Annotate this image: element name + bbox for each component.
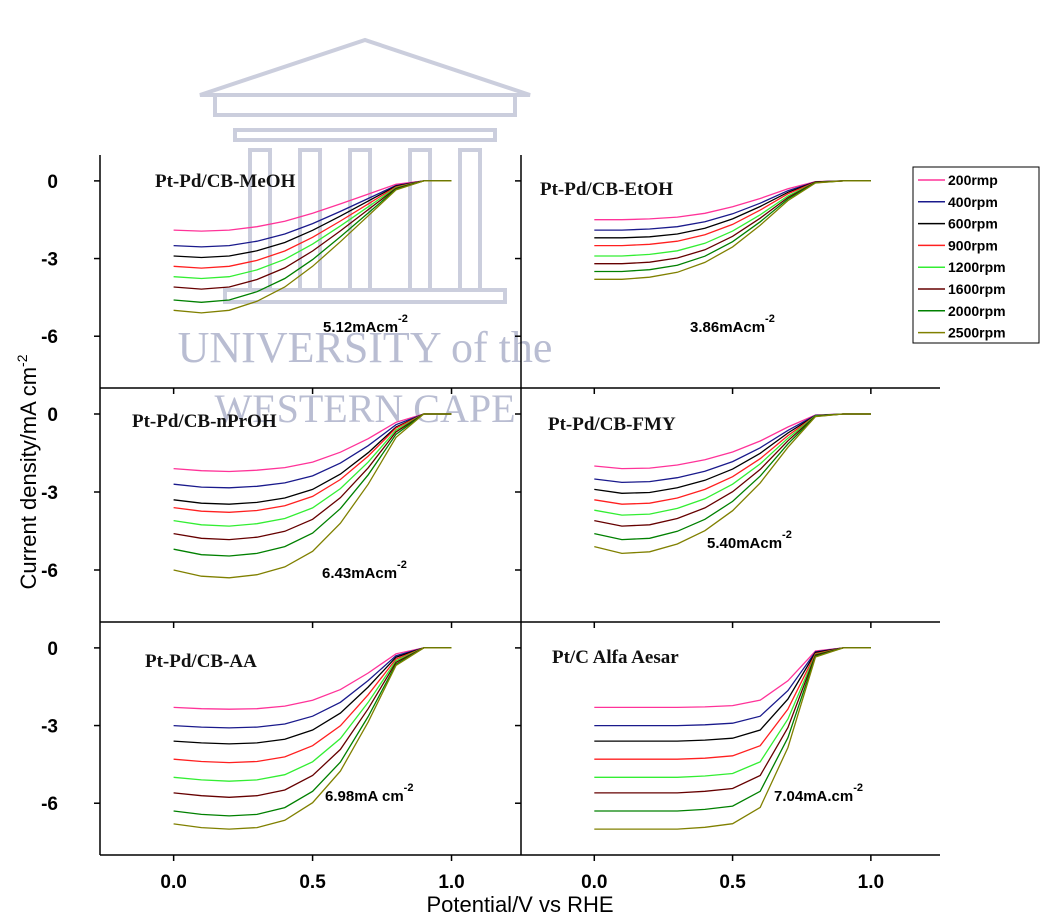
curve (174, 414, 452, 556)
annotation-sup: -2 (853, 782, 863, 794)
legend-label: 600rpm (948, 216, 998, 232)
y-tick-label: -6 (41, 327, 58, 348)
curve (174, 648, 452, 829)
y-tick-label: 0 (47, 639, 58, 660)
legend-label: 2000rpm (948, 303, 1006, 319)
x-tick-label: 1.0 (858, 872, 884, 893)
curve (174, 414, 452, 540)
logo-beam (215, 95, 515, 115)
legend-label: 200rmp (948, 172, 998, 188)
annotation-sup: -2 (765, 313, 775, 325)
logo-pillar (460, 150, 480, 290)
x-axis-label: Potential/V vs RHE (426, 892, 613, 917)
annotation-sup: -2 (404, 782, 414, 794)
annotation: 3.86mAcm-2 (690, 313, 775, 336)
y-axis-label: Current density/mA cm-2 (14, 354, 41, 589)
curve (594, 648, 871, 811)
logo-frieze (235, 130, 495, 140)
y-axis-label-sup: -2 (14, 354, 30, 367)
legend-label: 900rpm (948, 237, 998, 253)
figure: UNIVERSITY of the WESTERN CAPE 0-3-6Pt-P… (0, 0, 1040, 917)
annotation: 5.40mAcm-2 (707, 529, 792, 552)
plot-area: 0-3-6Pt-Pd/CB-MeOH5.12mAcm-2Pt-Pd/CB-EtO… (14, 155, 1039, 917)
panel-title: Pt-Pd/CB-FMY (548, 414, 676, 435)
logo-pillar (410, 150, 430, 290)
curve (594, 648, 871, 793)
annotation-text: 7.04mA.cm (774, 788, 853, 805)
annotation-sup: -2 (397, 559, 407, 571)
x-tick-label: 0.0 (160, 872, 186, 893)
x-tick-label: 0.5 (299, 872, 326, 893)
annotation: 6.98mA cm-2 (325, 782, 413, 805)
annotation: 7.04mA.cm-2 (774, 782, 863, 805)
annotation-text: 5.40mAcm (707, 535, 782, 552)
y-tick-label: 0 (47, 172, 58, 193)
annotation-text: 3.86mAcm (690, 319, 765, 336)
legend-label: 400rpm (948, 194, 998, 210)
annotation-sup: -2 (398, 313, 408, 325)
x-tick-label: 0.0 (581, 872, 607, 893)
y-tick-label: -3 (41, 483, 58, 504)
logo-roof (200, 40, 530, 95)
panel-title: Pt-Pd/CB-EtOH (540, 179, 673, 200)
y-axis-label-text: Current density/mA cm (16, 367, 41, 590)
y-tick-label: -6 (41, 794, 58, 815)
panel-title: Pt-Pd/CB-MeOH (155, 171, 296, 192)
annotation-text: 5.12mAcm (323, 319, 398, 336)
annotation-text: 6.98mA cm (325, 788, 404, 805)
annotation: 6.43mAcm-2 (322, 559, 407, 582)
y-tick-label: -6 (41, 561, 58, 582)
panel-title: Pt-Pd/CB-nPrOH (132, 411, 277, 432)
y-tick-label: 0 (47, 405, 58, 426)
annotation-text: 6.43mAcm (322, 565, 397, 582)
legend-label: 1600rpm (948, 281, 1006, 297)
panel-title: Pt/C Alfa Aesar (552, 647, 679, 668)
y-tick-label: -3 (41, 250, 58, 271)
x-tick-label: 0.5 (719, 872, 746, 893)
legend-label: 1200rpm (948, 259, 1006, 275)
annotation-sup: -2 (782, 529, 792, 541)
annotation: 5.12mAcm-2 (323, 313, 408, 336)
y-tick-label: -3 (41, 717, 58, 738)
panel-title: Pt-Pd/CB-AA (145, 651, 257, 672)
legend-label: 2500rpm (948, 325, 1006, 341)
x-tick-label: 1.0 (438, 872, 464, 893)
